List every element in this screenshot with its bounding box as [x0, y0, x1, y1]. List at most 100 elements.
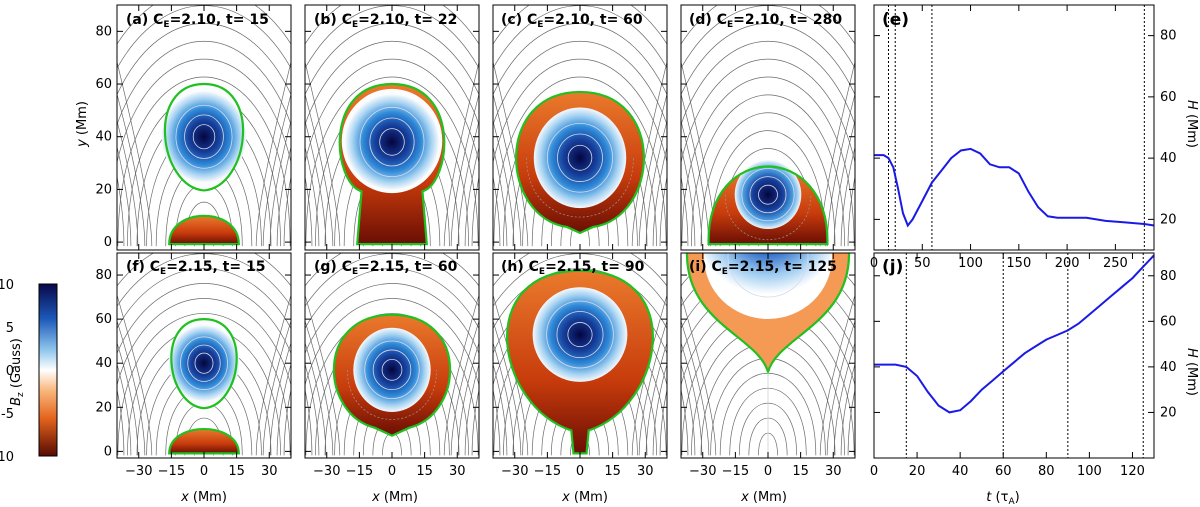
x-tick-label: 30	[261, 464, 278, 479]
open-field-line	[450, 319, 479, 456]
flux-rope	[345, 94, 439, 190]
field-line	[681, 40, 855, 126]
y-tick-label: 60	[1160, 314, 1177, 329]
rope-contour	[567, 322, 593, 348]
field-line	[305, 40, 479, 126]
open-field-line	[276, 362, 291, 456]
field-line	[710, 130, 826, 247]
y-tick-label: 80	[95, 268, 112, 283]
separatrix	[685, 253, 851, 377]
rope-contour	[369, 117, 415, 167]
x-tick-label: 150	[1006, 256, 1031, 271]
panel-content	[681, 5, 855, 250]
x-tick-label: −30	[313, 464, 340, 479]
x-tick-label: 20	[909, 464, 926, 479]
open-field-line	[450, 92, 479, 247]
open-field-line	[305, 60, 341, 247]
open-field-line	[493, 145, 508, 247]
open-field-line	[645, 119, 667, 247]
panel-frame	[873, 252, 1155, 459]
y-tick-label: 60	[95, 312, 112, 327]
x-tick-label: 0	[576, 464, 584, 479]
x-tick-label: −15	[534, 464, 561, 479]
open-field-line	[638, 319, 667, 456]
x-axis-label: x (Mm)	[180, 490, 227, 505]
panel-frame	[873, 4, 1155, 251]
rope-contour	[372, 349, 412, 391]
panel-content	[681, 253, 855, 458]
open-field-line	[659, 388, 667, 456]
lower-arcade	[169, 429, 239, 454]
panel-i: −30 −15 0 15 30	[680, 252, 856, 479]
panel-content	[305, 253, 479, 458]
lower-arcade-boundary	[168, 427, 240, 455]
open-field-line	[283, 388, 291, 456]
colorbar-tick: 5	[6, 321, 14, 336]
rope-contour	[741, 168, 795, 222]
open-field-line	[305, 341, 327, 456]
separatrix	[163, 82, 245, 192]
open-field-line	[117, 319, 146, 456]
field-line	[117, 23, 291, 96]
open-field-line	[681, 175, 689, 247]
open-field-line	[493, 319, 522, 456]
x-tick-label: −15	[722, 464, 749, 479]
open-field-line	[117, 362, 132, 456]
panel-label-g: (g) CE=2.15, t= 60	[314, 259, 458, 277]
separatrix	[170, 318, 238, 410]
x-tick-label: 100	[958, 256, 983, 271]
height-curve	[874, 254, 1155, 414]
dashed-contour	[526, 157, 634, 218]
open-field-line	[471, 175, 479, 247]
x-tick-label: 15	[792, 464, 809, 479]
x-tick-label: 30	[825, 464, 842, 479]
open-field-line	[117, 60, 153, 247]
panel-label-f: (f) CE=2.15, t= 15	[126, 259, 265, 277]
open-field-line	[854, 234, 855, 247]
colorbar-tick: 10	[0, 278, 14, 293]
open-field-line	[117, 293, 153, 456]
colorbar-tick: -5	[1, 407, 14, 422]
h-axis-label-bottom: H (Mm)	[1184, 348, 1199, 396]
x-axis-label: x (Mm)	[371, 490, 418, 505]
rope-contour	[192, 124, 216, 150]
open-field-line	[847, 388, 855, 456]
open-field-line	[117, 175, 125, 247]
open-field-line	[305, 388, 313, 456]
field-line	[117, 40, 291, 126]
open-field-line	[262, 319, 291, 456]
x-tick-label: 200	[1055, 256, 1080, 271]
open-field-line	[457, 341, 479, 456]
lower-arcade	[169, 215, 239, 245]
field-line	[493, 23, 667, 96]
panel-g: −30 −15 0 15 30	[304, 252, 480, 479]
panel-content	[117, 253, 291, 458]
flux-rope	[533, 107, 627, 209]
y-tick-label: 40	[95, 130, 112, 145]
y-tick-label: 20	[95, 182, 112, 197]
open-field-line	[681, 119, 703, 247]
x-tick-label: 0	[388, 464, 396, 479]
x-tick-label: 15	[604, 464, 621, 479]
y-tick-label: 0	[104, 444, 112, 459]
open-field-line	[645, 341, 667, 456]
open-field-line	[305, 362, 320, 456]
flux-rope	[353, 327, 431, 412]
panel-content	[305, 5, 479, 250]
open-field-line	[638, 92, 667, 247]
field-line	[117, 283, 291, 355]
x-tick-label: 50	[914, 256, 931, 271]
y-tick-label: 20	[1160, 212, 1177, 227]
open-field-line	[840, 362, 855, 456]
separatrix	[332, 313, 452, 437]
rope-contour	[379, 128, 405, 156]
rope-contour	[364, 340, 420, 400]
x-axis-label: x (Mm)	[740, 490, 787, 505]
panel-label-i: (i) CE=2.15, t= 125	[689, 259, 837, 277]
open-field-line	[457, 119, 479, 247]
open-field-line	[443, 60, 479, 247]
x-tick-label: −30	[689, 464, 716, 479]
